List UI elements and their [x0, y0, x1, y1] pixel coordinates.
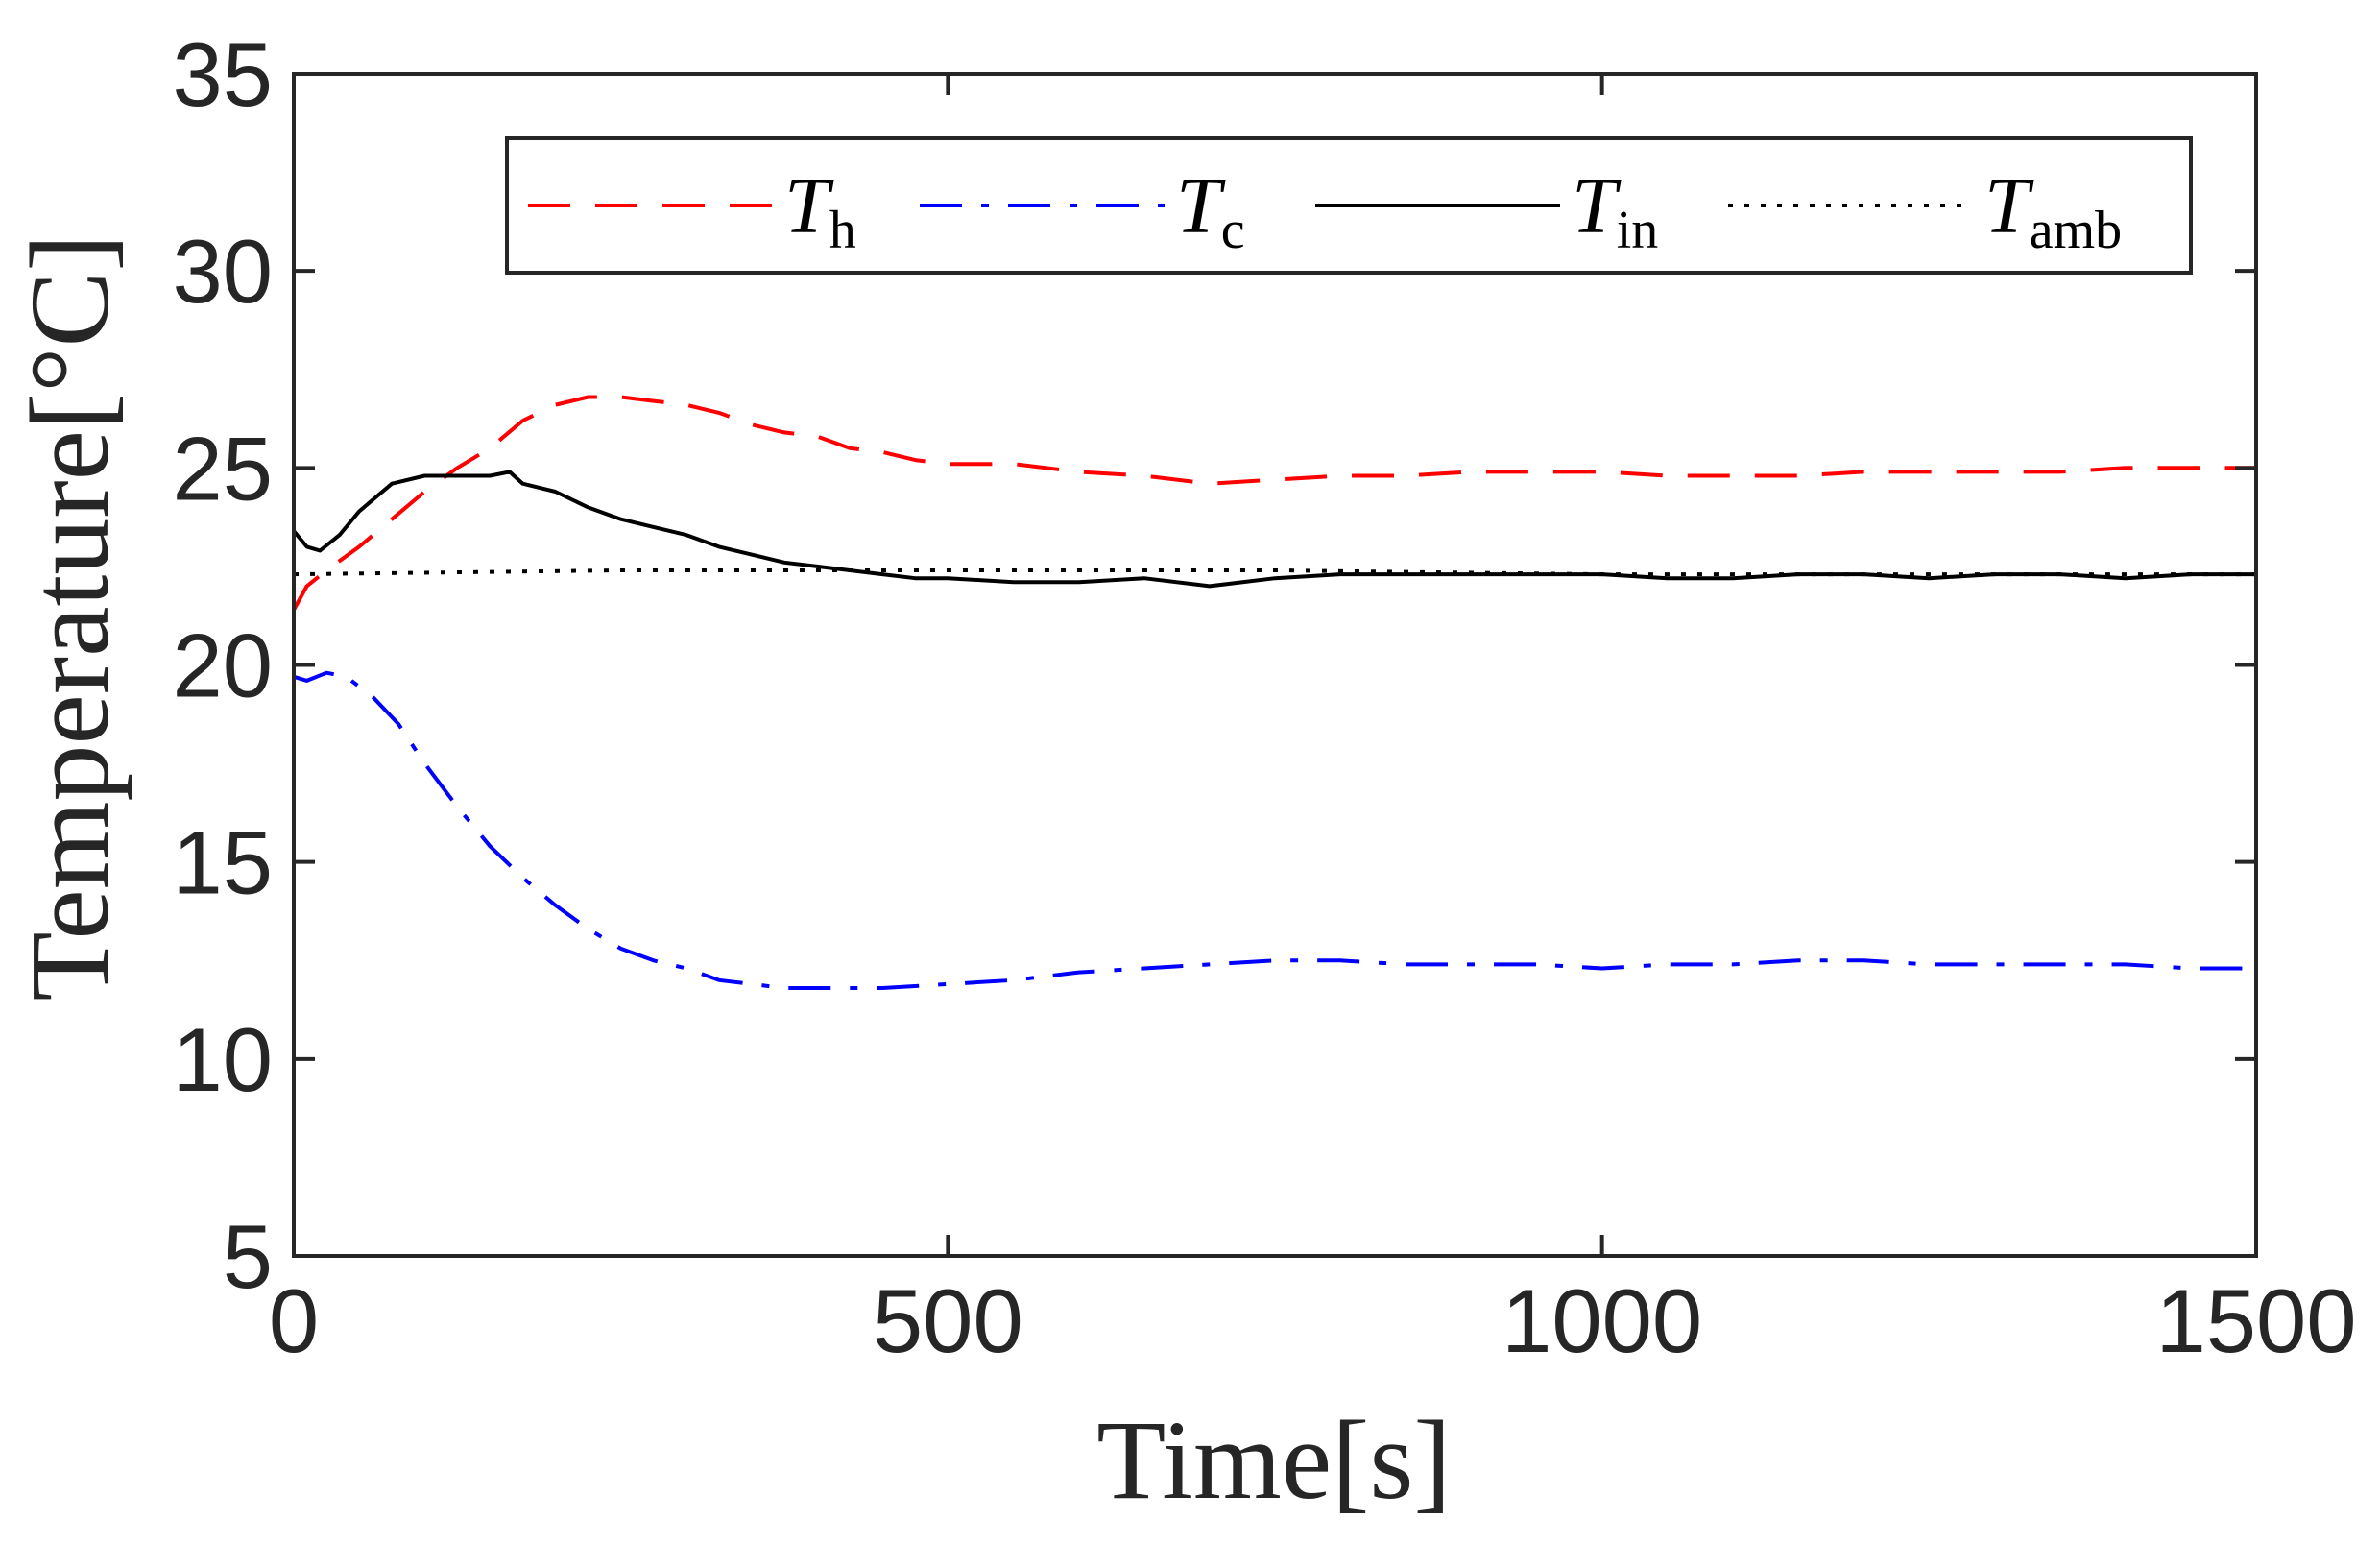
x-axis-title: Time[s] [1096, 1397, 1451, 1523]
x-tick-label: 1500 [2155, 1270, 2356, 1371]
y-axis-title: Temperature[°C] [7, 234, 132, 1001]
y-tick-label: 25 [172, 418, 273, 519]
y-tick-label: 20 [172, 615, 273, 716]
legend-label-t-c: Tc [1176, 161, 1245, 260]
x-tick-label: 500 [873, 1270, 1023, 1371]
series-line-t-c [293, 670, 2256, 990]
legend-label-t-in: Tin [1572, 161, 1658, 260]
legend-label-t-amb: Tamb [1984, 161, 2122, 260]
series-line-t-amb [293, 568, 2256, 577]
x-tick-label: 0 [269, 1270, 319, 1371]
series-layer [292, 395, 2256, 990]
legend: Th Tc Tin Tamb [505, 136, 2193, 275]
y-tick-label: 10 [172, 1009, 273, 1110]
series-line-t-in [292, 470, 2256, 589]
x-tick-label: 1000 [1502, 1270, 1702, 1371]
y-tick-label: 35 [172, 24, 273, 125]
y-tick-label: 15 [172, 812, 273, 913]
legend-label-t-h: Th [784, 161, 856, 260]
legend-entries: Th Tc Tin Tamb [528, 161, 2122, 260]
y-tick-label: 5 [223, 1206, 273, 1307]
y-tick-label: 30 [172, 221, 273, 322]
tick-layer: 0 500 1000 1500 5 10 15 20 25 30 35 [172, 24, 2356, 1371]
